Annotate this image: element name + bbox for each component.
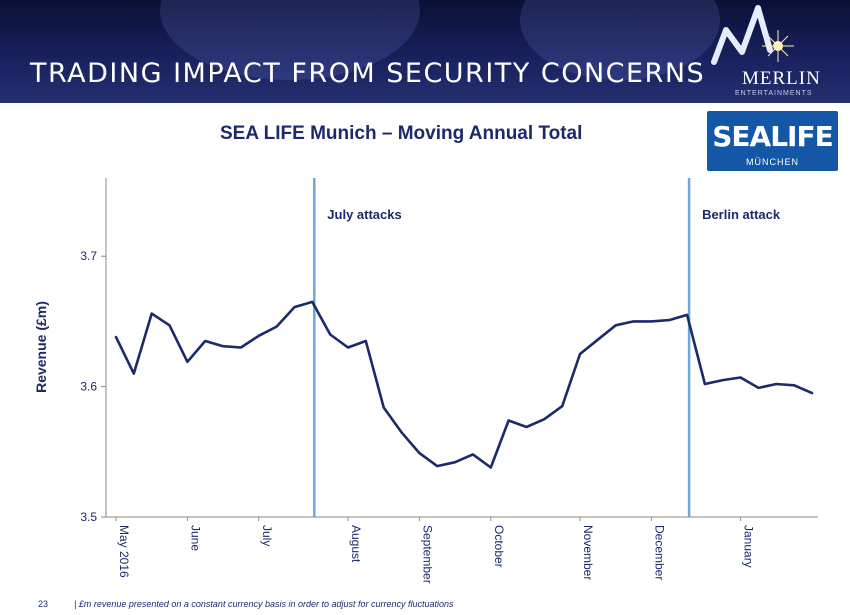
- series-line: [114, 300, 814, 469]
- x-tick-label: January: [742, 525, 756, 568]
- series-group: [114, 300, 814, 469]
- sealife-logo: SEALIFE MÜNCHEN: [707, 111, 838, 171]
- footnote: | £m revenue presented on a constant cur…: [74, 599, 454, 609]
- chart-title: SEA LIFE Munich – Moving Annual Total: [220, 123, 583, 144]
- y-axis-label: Revenue (£m): [33, 301, 49, 393]
- y-tick-label: 3.6: [80, 380, 97, 394]
- x-tick-label: June: [188, 525, 202, 551]
- x-tick-label: September: [420, 525, 434, 584]
- event-marker-label: Berlin attack: [702, 207, 781, 222]
- merlin-logo-icon: [711, 5, 794, 65]
- page-number: 23: [38, 599, 49, 609]
- sealife-logo-text: SEALIFE: [712, 120, 833, 153]
- x-ticks: May 2016 June July August September October No…: [115, 517, 756, 584]
- x-tick-label: October: [492, 525, 506, 568]
- slide-header: TRADING IMPACT FROM SECURITY CONCERNS ME…: [0, 0, 850, 103]
- x-tick-label: November: [581, 525, 595, 580]
- x-tick-label: August: [349, 525, 363, 563]
- footnote-text: £m revenue presented on a constant curre…: [78, 599, 454, 609]
- x-tick-label: July: [260, 525, 274, 546]
- y-tick-label: 3.5: [80, 510, 97, 524]
- event-marker-label: July attacks: [327, 207, 401, 222]
- x-tick-label: May 2016: [117, 525, 131, 578]
- x-tick-label: December: [652, 525, 666, 580]
- merlin-logo-subtext: ENTERTAINMENTS: [735, 90, 813, 97]
- merlin-logo-text: MERLIN: [742, 68, 821, 89]
- sealife-logo-city: MÜNCHEN: [746, 157, 799, 167]
- slide-title: TRADING IMPACT FROM SECURITY CONCERNS: [30, 58, 706, 89]
- y-tick-label: 3.7: [80, 249, 97, 263]
- y-ticks: 3.5 3.6 3.7: [80, 249, 106, 524]
- event-markers: July attacks Berlin attack: [313, 178, 781, 517]
